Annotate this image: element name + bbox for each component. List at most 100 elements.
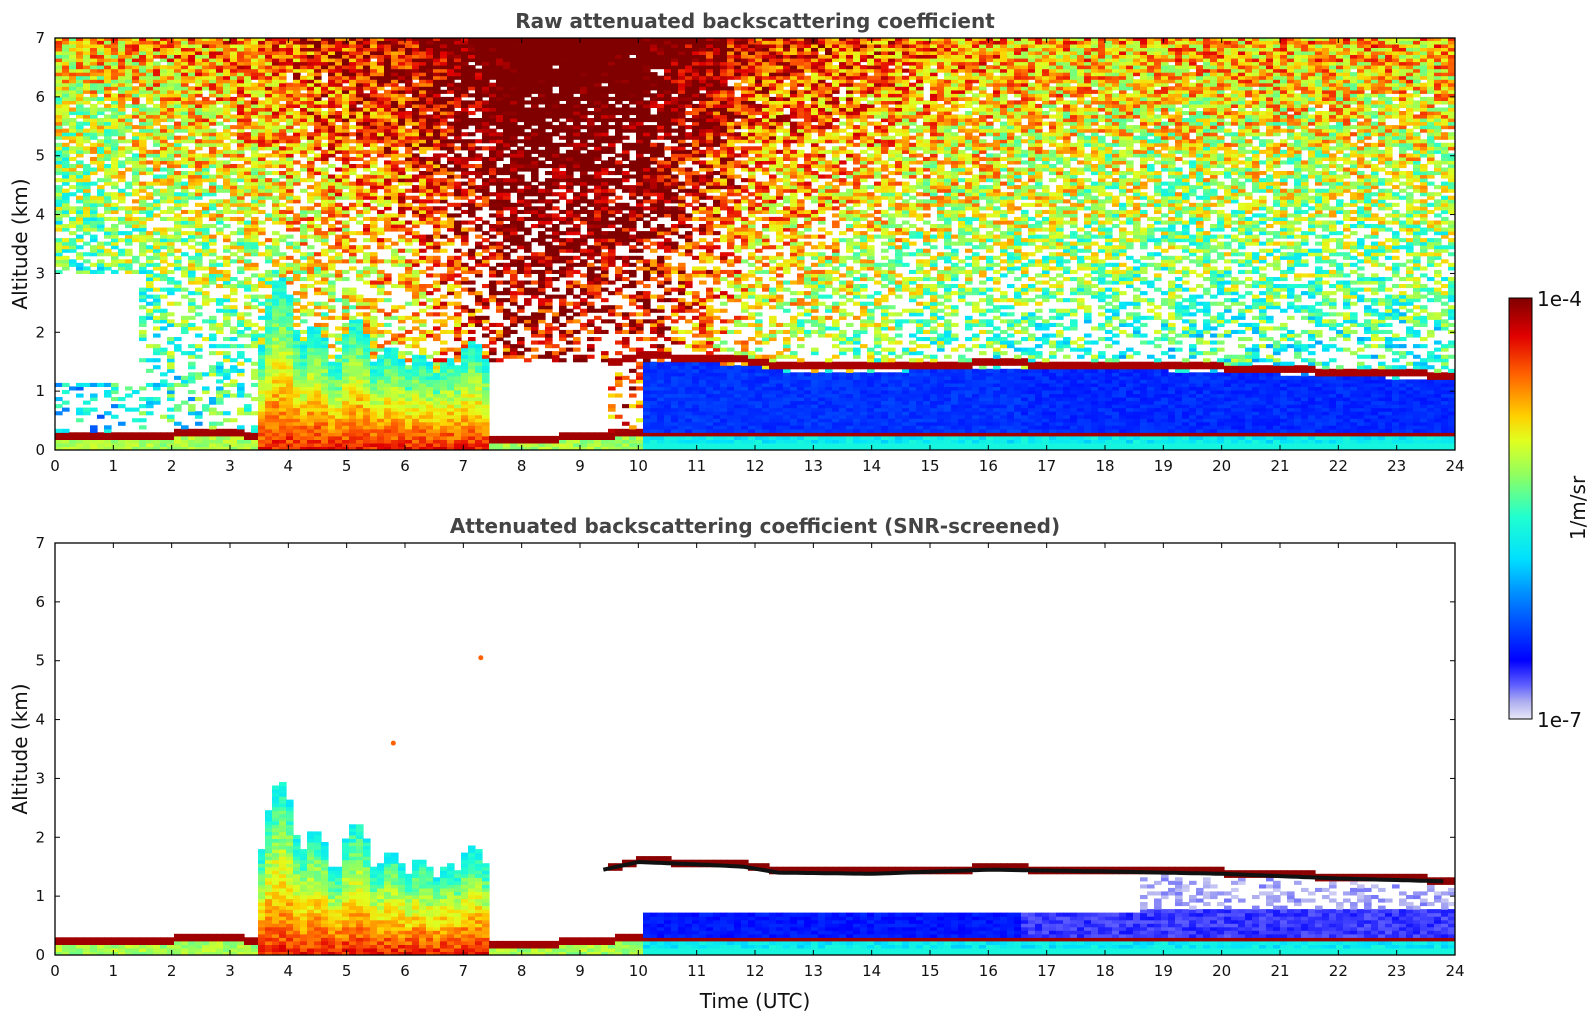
heatmap-cell (223, 390, 231, 395)
heatmap-cell (363, 38, 371, 41)
heatmap-cell (349, 38, 357, 41)
heatmap-cell (272, 319, 280, 324)
heatmap-cell (216, 68, 224, 73)
heatmap-cell (174, 82, 182, 87)
heatmap-cell (272, 188, 280, 193)
heatmap-cell (237, 96, 245, 101)
heatmap-cell (139, 432, 147, 437)
heatmap-cell (279, 319, 287, 324)
heatmap-cell (433, 82, 441, 87)
heatmap-cell (307, 255, 315, 260)
heatmap-cell (349, 82, 357, 87)
heatmap-cell (314, 361, 322, 366)
heatmap-cell (314, 344, 322, 349)
heatmap-cell (356, 178, 364, 183)
heatmap-cell (419, 40, 427, 45)
heatmap-cell (139, 439, 147, 444)
heatmap-cell (398, 54, 406, 59)
heatmap-cell (195, 224, 203, 229)
heatmap-cell (447, 68, 455, 73)
heatmap-cell (433, 227, 441, 232)
heatmap-cell (433, 245, 441, 250)
heatmap-cell (377, 368, 385, 373)
heatmap-cell (139, 181, 147, 186)
heatmap-cell (335, 269, 343, 274)
heatmap-cell (272, 206, 280, 211)
heatmap-cell (293, 111, 301, 116)
heatmap-cell (160, 47, 168, 52)
heatmap-cell (174, 344, 182, 349)
heatmap-cell (286, 199, 294, 204)
heatmap-cell (125, 128, 133, 133)
heatmap-cell (356, 340, 364, 345)
heatmap-cell (314, 425, 322, 430)
heatmap-cell (160, 75, 168, 80)
heatmap-cell (258, 72, 266, 77)
heatmap-cell (223, 146, 231, 151)
heatmap-cell (76, 100, 84, 105)
heatmap-cell (55, 171, 63, 176)
heatmap-cell (230, 192, 238, 197)
heatmap-cell (125, 118, 133, 123)
heatmap-cell (314, 153, 322, 158)
heatmap-cell (286, 390, 294, 395)
heatmap-cell (181, 269, 189, 274)
heatmap-cell (181, 58, 189, 63)
heatmap-cell (118, 118, 126, 123)
heatmap-cell (69, 107, 77, 112)
heatmap-cell (363, 128, 371, 133)
heatmap-cell (398, 375, 406, 380)
heatmap-cell (104, 72, 112, 77)
heatmap-cell (90, 156, 98, 161)
heatmap-cell (146, 82, 154, 87)
heatmap-cell (125, 93, 133, 98)
heatmap-cell (195, 68, 203, 73)
heatmap-cell (412, 238, 420, 243)
heatmap-cell (272, 407, 280, 412)
heatmap-cell (258, 68, 266, 73)
heatmap-cell (468, 418, 476, 423)
heatmap-cell (405, 135, 413, 140)
heatmap-cell (440, 351, 448, 356)
heatmap-cell (328, 61, 336, 66)
heatmap-cell (461, 266, 469, 271)
heatmap-cell (251, 181, 259, 186)
heatmap-cell (258, 365, 266, 370)
heatmap-cell (426, 368, 434, 373)
heatmap-cell (76, 216, 84, 221)
heatmap-cell (342, 393, 350, 398)
heatmap-cell (454, 379, 462, 384)
heatmap-cell (202, 202, 210, 207)
heatmap-cell (167, 111, 175, 116)
heatmap-cell (202, 439, 210, 444)
heatmap-cell (307, 139, 315, 144)
heatmap-cell (237, 428, 245, 433)
heatmap-cell (412, 47, 420, 52)
heatmap-cell (426, 61, 434, 66)
heatmap-cell (447, 75, 455, 80)
heatmap-cell (412, 50, 420, 55)
heatmap-cell (251, 252, 259, 257)
heatmap-cell (419, 259, 427, 264)
heatmap-cell (251, 432, 259, 437)
heatmap-cell (321, 351, 329, 356)
heatmap-cell (356, 337, 364, 342)
heatmap-cell (139, 425, 147, 430)
heatmap-cell (125, 114, 133, 119)
heatmap-cell (125, 149, 133, 154)
heatmap-cell (377, 61, 385, 66)
heatmap-cell (195, 146, 203, 151)
heatmap-cell (188, 50, 196, 55)
heatmap-cell (188, 308, 196, 313)
heatmap-cell (433, 135, 441, 140)
heatmap-cell (132, 86, 140, 91)
heatmap-cell (174, 192, 182, 197)
heatmap-cell (398, 407, 406, 412)
heatmap-cell (258, 132, 266, 137)
heatmap-cell (328, 439, 336, 444)
heatmap-cell (125, 121, 133, 126)
heatmap-cell (209, 149, 217, 154)
heatmap-cell (328, 185, 336, 190)
heatmap-cell (188, 277, 196, 282)
heatmap-cell (307, 326, 315, 331)
